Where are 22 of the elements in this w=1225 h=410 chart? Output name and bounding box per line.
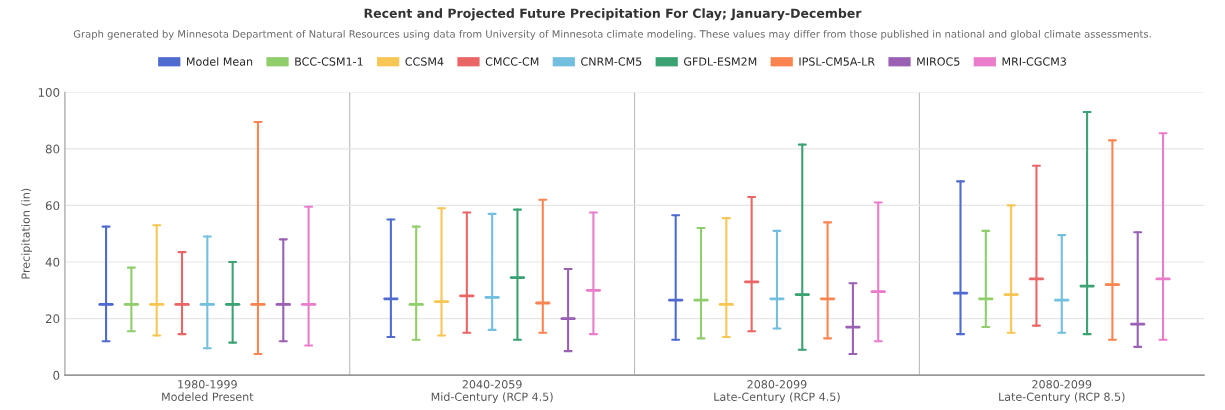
legend-label: MIROC5 <box>917 57 960 66</box>
chart-subtitle: Graph generated by Minnesota Department of Natural Resources using data from University of Minnesota climate modeling. These values may differ from those published in national and global climate assessments. <box>73 30 1151 40</box>
y-tick-label: 100 <box>38 87 60 97</box>
legend-label: IPSL-CM5A-LR <box>799 57 875 66</box>
legend-label: BCC-CSM1-1 <box>295 57 363 66</box>
y-axis-title: Precipitation (in) <box>21 188 32 279</box>
y-tick-label: 0 <box>53 370 60 380</box>
legend-label: GFDL-ESM2M <box>684 57 757 66</box>
chart-title: Recent and Projected Future Precipitation For Clay; January-December <box>364 8 862 21</box>
legend-label: CMCC-CM <box>485 57 539 66</box>
y-tick-label: 20 <box>45 314 60 324</box>
x-tick-label: 2040-2059 Mid-Century (RCP 4.5) <box>431 380 553 404</box>
y-tick-label: 80 <box>45 144 60 154</box>
y-tick-label: 40 <box>45 257 60 267</box>
legend-label: Model Mean <box>187 57 253 66</box>
legend-label: MRI-CGCM3 <box>1002 57 1066 66</box>
y-tick-label: 60 <box>45 201 60 211</box>
x-tick-label: 2080-2099 Late-Century (RCP 4.5) <box>714 380 840 404</box>
legend-label: CNRM-CM5 <box>581 57 642 66</box>
legend-label: CCSM4 <box>405 57 444 66</box>
x-tick-label: 2080-2099 Late-Century (RCP 8.5) <box>999 380 1125 404</box>
x-tick-label: 1980-1999 Modeled Present <box>162 380 254 401</box>
